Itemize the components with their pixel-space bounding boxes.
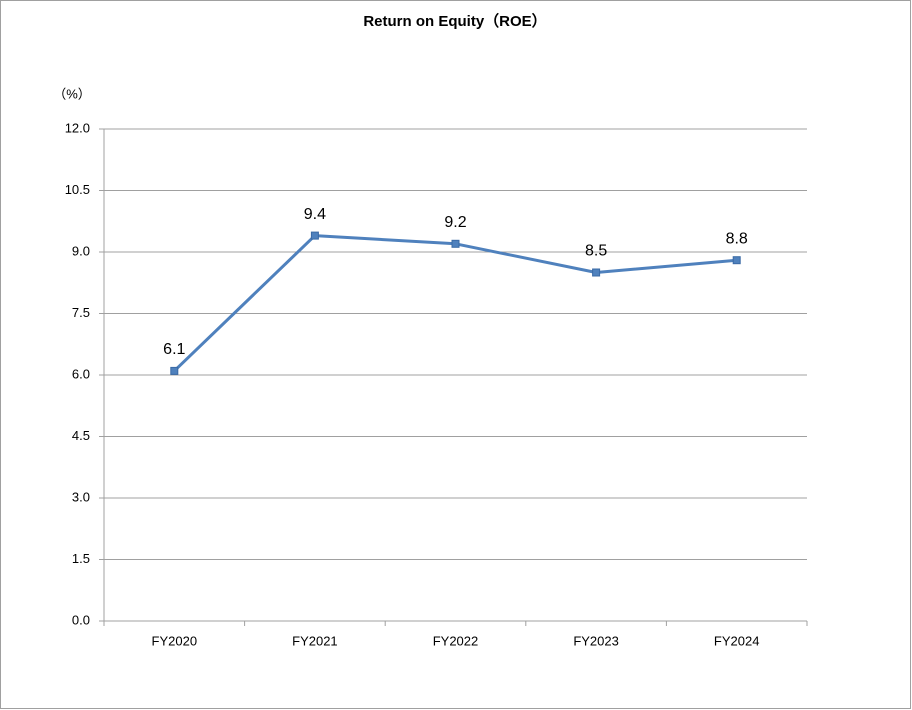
y-tick-label: 6.0 (72, 366, 90, 381)
y-tick-label: 0.0 (72, 612, 90, 627)
data-label: 6.1 (163, 341, 185, 358)
data-label: 9.2 (444, 214, 466, 231)
y-tick-label: 1.5 (72, 551, 90, 566)
marker (592, 268, 601, 277)
y-tick-label: 4.5 (72, 428, 90, 443)
marker (451, 239, 460, 248)
chart-title: Return on Equity（ROE） (363, 12, 546, 30)
y-tick-label: 12.0 (65, 120, 90, 135)
marker (732, 256, 741, 265)
x-tick-label: FY2023 (573, 633, 619, 648)
data-label: 8.8 (726, 230, 748, 247)
y-tick-label: 9.0 (72, 243, 90, 258)
x-tick-label: FY2022 (433, 633, 479, 648)
x-tick-label: FY2020 (152, 633, 198, 648)
marker (310, 231, 319, 240)
y-tick-label: 3.0 (72, 489, 90, 504)
x-tick-label: FY2021 (292, 633, 338, 648)
x-tick-label: FY2024 (714, 633, 760, 648)
marker (170, 366, 179, 375)
y-tick-label: 7.5 (72, 305, 90, 320)
y-tick-label: 10.5 (65, 182, 90, 197)
y-unit: （%） (53, 86, 91, 101)
data-label: 9.4 (304, 206, 326, 223)
data-label: 8.5 (585, 243, 607, 260)
